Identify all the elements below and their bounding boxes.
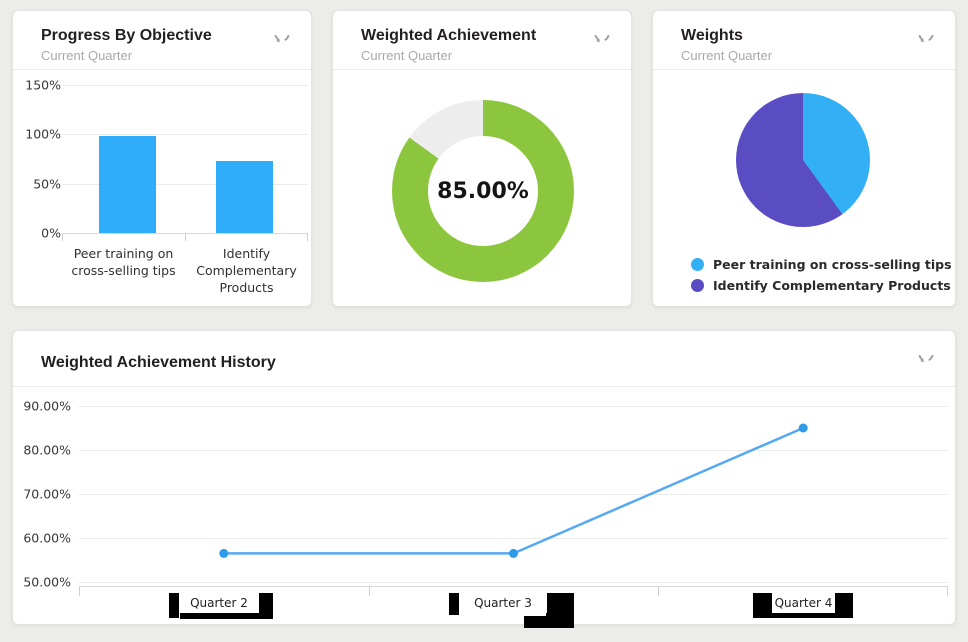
axis-tick [62, 233, 63, 241]
redaction-block [180, 613, 273, 619]
y-tick-label: 60.00% [23, 530, 71, 546]
gridline [62, 134, 308, 136]
legend-dot-icon [691, 279, 704, 292]
x-axis-label-quarter-4: Quarter 4 [753, 593, 853, 619]
legend-label: Identify Complementary Products [713, 278, 951, 293]
card-title: Progress By Objective [41, 27, 212, 44]
redaction-block [524, 616, 574, 628]
refresh-icon [274, 26, 290, 42]
x-axis-line [79, 586, 948, 587]
refresh-button[interactable] [591, 26, 613, 57]
card-subtitle: Current Quarter [681, 48, 773, 63]
divider [13, 386, 955, 387]
x-category-label: Identify Complementary Products [196, 246, 297, 295]
y-tick-label: 0% [41, 225, 61, 241]
card-title: Weighted Achievement History [41, 354, 276, 371]
y-tick-label: 80.00% [23, 442, 71, 458]
refresh-button[interactable] [271, 26, 293, 57]
y-tick-label: 90.00% [23, 398, 71, 414]
bar-chart-plot [62, 85, 308, 241]
x-category-label: Peer training on cross-selling tips [71, 246, 176, 278]
gridline [62, 183, 308, 185]
gridline [79, 538, 948, 539]
y-tick-label: 150% [25, 77, 61, 93]
card-header: Weighted Achievement Current Quarter [333, 11, 631, 64]
refresh-button[interactable] [915, 346, 937, 377]
pie-legend: Peer training on cross-selling tips Iden… [691, 257, 952, 299]
y-tick-label: 100% [25, 126, 61, 142]
progress-by-objective-card: Progress By Objective Current Quarter 15… [12, 10, 312, 307]
card-title: Weighted Achievement [361, 27, 537, 44]
card-header: Weighted Achievement History [13, 331, 955, 373]
axis-tick [307, 233, 308, 241]
pie-chart[interactable] [736, 93, 870, 227]
gridline [62, 85, 308, 86]
card-title: Weights [681, 27, 743, 44]
line-series[interactable] [79, 406, 948, 582]
card-subtitle: Current Quarter [41, 48, 133, 63]
axis-tick [79, 586, 80, 596]
x-category-label: Quarter 4 [772, 593, 835, 613]
x-category-label: Quarter 3 [459, 593, 547, 613]
card-subtitle: Current Quarter [361, 48, 453, 63]
axis-tick [658, 586, 659, 596]
x-axis-label-quarter-3: Quarter 3 [449, 593, 574, 629]
gridline [79, 494, 948, 495]
redaction-block [449, 593, 459, 615]
axis-tick [185, 233, 186, 241]
donut-chart[interactable]: 85.00% [392, 100, 574, 282]
legend-item-peer-training[interactable]: Peer training on cross-selling tips [691, 257, 952, 272]
gridline [79, 582, 948, 583]
y-tick-label: 50% [33, 176, 61, 192]
line-chart-plot [79, 406, 948, 596]
y-tick-label: 70.00% [23, 486, 71, 502]
redaction-block [259, 593, 273, 616]
x-axis-label-quarter-2: Quarter 2 [169, 593, 273, 619]
bar-chart-y-axis: 150% 100% 50% 0% [23, 78, 61, 241]
divider [333, 69, 631, 70]
x-category-label: Quarter 2 [179, 593, 259, 613]
axis-tick [369, 586, 370, 596]
axis-tick [947, 586, 948, 596]
bar-chart-x-axis: Peer training on cross-selling tips Iden… [62, 246, 308, 297]
weights-card: Weights Current Quarter Peer training on… [652, 10, 956, 307]
card-header: Weights Current Quarter [653, 11, 955, 64]
refresh-icon [594, 26, 610, 42]
card-header: Progress By Objective Current Quarter [13, 11, 311, 64]
y-tick-label: 50.00% [23, 574, 71, 590]
donut-center-value: 85.00% [437, 178, 529, 204]
refresh-button[interactable] [915, 26, 937, 57]
gridline [79, 450, 948, 451]
line-chart-y-axis: 90.00% 80.00% 70.00% 60.00% 50.00% [17, 399, 71, 590]
weighted-achievement-card: Weighted Achievement Current Quarter 85.… [332, 10, 632, 307]
donut-hole: 85.00% [428, 136, 538, 246]
bar-identify-complementary[interactable] [216, 160, 273, 233]
bar-peer-training[interactable] [99, 136, 156, 233]
legend-item-identify-complementary[interactable]: Identify Complementary Products [691, 278, 952, 293]
divider [653, 69, 955, 70]
refresh-icon [918, 346, 934, 362]
weighted-achievement-history-card: Weighted Achievement History 90.00% 80.0… [12, 330, 956, 628]
legend-label: Peer training on cross-selling tips [713, 257, 952, 272]
divider [13, 69, 311, 70]
redaction-block [169, 593, 179, 618]
refresh-icon [918, 26, 934, 42]
legend-dot-icon [691, 258, 704, 271]
gridline [79, 406, 948, 407]
